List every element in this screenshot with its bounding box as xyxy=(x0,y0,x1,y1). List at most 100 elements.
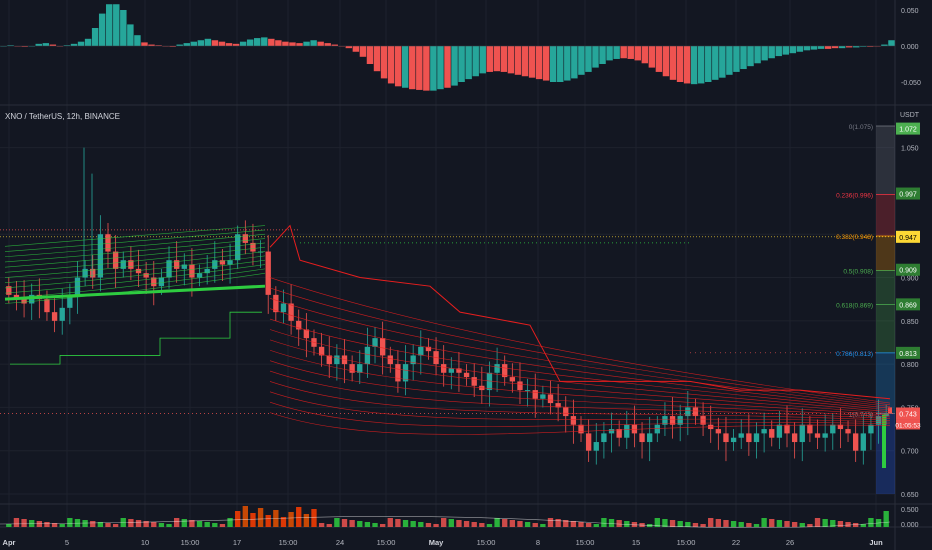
volume-bar xyxy=(166,524,172,527)
volume-bar xyxy=(334,518,340,527)
oscillator-bar xyxy=(789,46,797,54)
oscillator-bar xyxy=(705,46,712,82)
candle xyxy=(158,277,165,287)
candle xyxy=(242,234,248,243)
oscillator-bar xyxy=(197,40,205,46)
price-badge xyxy=(896,263,920,276)
oscillator-bar xyxy=(465,46,472,80)
oscillator-bar xyxy=(42,43,50,46)
candle xyxy=(418,346,424,356)
candle xyxy=(471,377,477,386)
candle xyxy=(654,424,660,434)
envelope-line-green xyxy=(10,311,262,365)
volume-bar xyxy=(379,524,386,527)
oscillator-bar xyxy=(141,42,148,46)
volume-bar xyxy=(418,522,424,527)
oscillator-tick-label: 0.000 xyxy=(901,44,919,51)
candle xyxy=(837,424,844,430)
volume-bar xyxy=(44,522,50,527)
volume-bar xyxy=(601,518,607,527)
candle xyxy=(463,372,470,378)
price-badge xyxy=(896,346,920,359)
oscillator-bar xyxy=(331,44,338,46)
price-badge-text: 0.909 xyxy=(899,268,917,275)
ema-ribbon-red xyxy=(269,401,891,427)
volume-bar xyxy=(67,518,73,527)
candle xyxy=(402,364,409,382)
candle xyxy=(852,433,859,451)
candle xyxy=(372,338,378,347)
candle xyxy=(692,407,699,417)
fib-level-label: 0.786(0.813) xyxy=(836,351,873,358)
fib-level-label: 0.618(0.869) xyxy=(836,302,873,309)
candle xyxy=(509,377,516,382)
candle xyxy=(799,424,805,443)
volume-bar xyxy=(463,521,470,527)
volume-bar xyxy=(868,518,874,527)
candle xyxy=(547,394,554,404)
candle xyxy=(189,264,195,278)
price-tick-label: 0.650 xyxy=(901,492,919,499)
volume-bar xyxy=(280,517,287,527)
oscillator-bar xyxy=(860,46,867,47)
oscillator-bar xyxy=(409,46,416,90)
volume-bar xyxy=(196,521,203,527)
oscillator-bar xyxy=(796,46,804,52)
oscillator-bar xyxy=(557,46,564,82)
oscillator-bar xyxy=(225,43,233,46)
volume-tick-label: 0.500 xyxy=(901,507,919,514)
oscillator-bar xyxy=(310,40,317,46)
candle xyxy=(570,416,577,425)
volume-bar xyxy=(13,518,20,527)
volume-bar xyxy=(357,521,363,527)
oscillator-bar xyxy=(606,46,613,61)
ema-ribbon-green xyxy=(4,238,266,263)
volume-bar xyxy=(616,520,622,527)
candle xyxy=(143,273,149,278)
ema-ribbon-green xyxy=(4,259,266,289)
volume-bar xyxy=(852,523,859,527)
oscillator-bar xyxy=(549,46,557,82)
candle xyxy=(6,286,12,295)
oscillator-bar xyxy=(853,46,860,48)
quote-currency-label: USDT xyxy=(900,112,920,119)
volume-bar xyxy=(585,523,592,527)
volume-bar xyxy=(517,521,523,527)
volume-bar xyxy=(151,522,157,527)
oscillator-bar xyxy=(134,35,141,46)
oscillator-bar xyxy=(451,46,458,86)
oscillator-bar xyxy=(296,43,303,46)
time-tick-label: Apr xyxy=(3,538,16,547)
ema-ribbon-green xyxy=(4,229,266,252)
volume-bar xyxy=(883,511,889,527)
candle xyxy=(715,429,722,434)
candle xyxy=(59,307,65,321)
candle xyxy=(97,234,104,278)
volume-bar xyxy=(402,520,409,527)
candle xyxy=(502,364,508,378)
volume-bar xyxy=(6,524,12,527)
oscillator-bar xyxy=(747,46,754,67)
oscillator-bar xyxy=(592,46,599,68)
volume-bar xyxy=(669,520,676,527)
oscillator-bar xyxy=(810,46,818,50)
oscillator-bar xyxy=(275,40,282,46)
candle xyxy=(364,346,371,365)
volume-bar xyxy=(624,521,630,527)
candle xyxy=(288,303,294,321)
volume-bar xyxy=(219,524,226,527)
volume-bar xyxy=(769,519,775,527)
candle xyxy=(166,260,172,278)
candle xyxy=(555,403,561,408)
candle xyxy=(524,390,531,392)
oscillator-bar xyxy=(183,43,190,46)
candle xyxy=(753,433,760,443)
oscillator-bar xyxy=(620,46,627,59)
oscillator-bar xyxy=(719,46,726,78)
price-tick-label: 1.050 xyxy=(901,146,919,153)
price-tick-label: 0.850 xyxy=(901,319,919,326)
oscillator-bar xyxy=(345,46,353,49)
time-tick-label: 15 xyxy=(632,538,640,547)
volume-bar xyxy=(708,518,714,527)
